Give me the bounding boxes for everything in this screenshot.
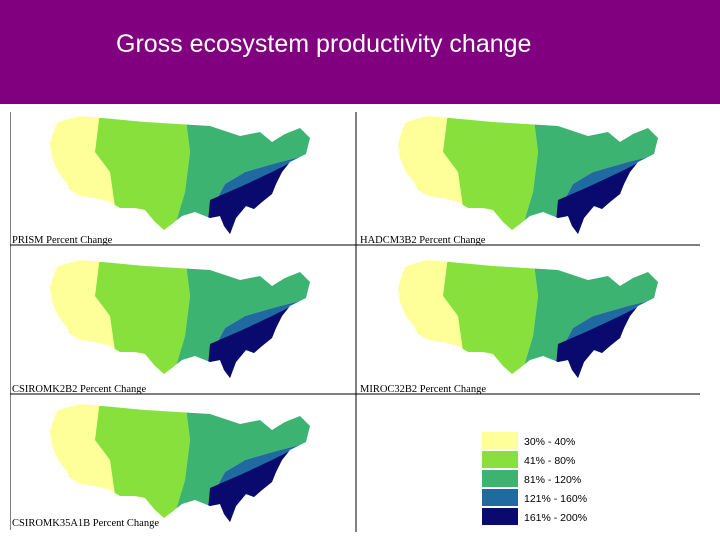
map-figure: PRISM Percent Change HADCM3B2 Percent Ch… [10,112,700,532]
legend-swatch [482,489,518,506]
map-panel-csiromk2b2: CSIROMK2B2 Percent Change [12,260,310,395]
map-panel-csiromk35a1b: CSIROMK35A1B Percent Change [12,404,310,529]
legend-swatch [482,470,518,487]
us-map [50,404,310,522]
zone-band-3 [518,116,658,234]
slide-title: Gross ecosystem productivity change [116,30,532,58]
map-caption: CSIROMK35A1B Percent Change [12,518,159,529]
us-map [398,260,658,378]
zone-band-3 [170,260,310,378]
map-caption: PRISM Percent Change [12,235,113,246]
legend-label: 81% - 120% [524,474,581,486]
legend-swatch [482,432,518,449]
zone-band-3 [170,116,310,234]
map-panel-prism: PRISM Percent Change [12,116,310,246]
legend: 30% - 40% 41% - 80% 81% - 120% 121% - 16… [482,432,587,525]
us-map [50,260,310,378]
legend-label: 30% - 40% [524,436,575,448]
map-panel-miroc32b2: MIROC32B2 Percent Change [360,260,658,395]
map-panel-hadcm3b2: HADCM3B2 Percent Change [360,116,658,246]
legend-label: 161% - 200% [524,512,587,524]
zone-band-3 [170,404,310,522]
map-caption: MIROC32B2 Percent Change [360,384,486,395]
legend-swatch [482,451,518,468]
us-map [398,116,658,234]
legend-swatch [482,508,518,525]
legend-label: 121% - 160% [524,493,587,505]
map-caption: CSIROMK2B2 Percent Change [12,384,146,395]
legend-label: 41% - 80% [524,455,575,467]
zone-band-3 [518,260,658,378]
title-bar: Gross ecosystem productivity change [0,0,720,104]
map-caption: HADCM3B2 Percent Change [360,235,486,246]
us-map [50,116,310,234]
